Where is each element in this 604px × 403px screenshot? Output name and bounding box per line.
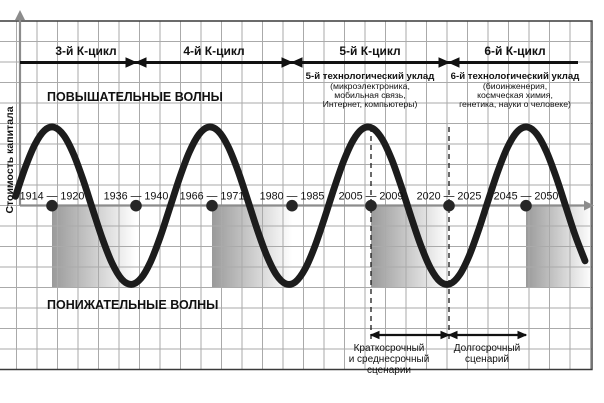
svg-text:2020 — 2025: 2020 — 2025 — [417, 191, 482, 203]
svg-text:ПОНИЖАТЕЛЬНЫЕ ВОЛНЫ: ПОНИЖАТЕЛЬНЫЕ ВОЛНЫ — [47, 298, 218, 312]
svg-text:сценарии: сценарии — [367, 365, 411, 376]
svg-text:ПОВЫШАТЕЛЬНЫЕ ВОЛНЫ: ПОВЫШАТЕЛЬНЫЕ ВОЛНЫ — [47, 90, 223, 104]
svg-text:3-й К-цикл: 3-й К-цикл — [55, 44, 116, 58]
svg-text:Краткосрочный: Краткосрочный — [354, 343, 425, 354]
svg-text:генетика, науки о человеке): генетика, науки о человеке) — [459, 99, 571, 109]
svg-text:Долгосрочный: Долгосрочный — [454, 343, 520, 354]
svg-text:1936 — 1940: 1936 — 1940 — [104, 191, 169, 203]
svg-text:Стоимость капитала: Стоимость капитала — [4, 106, 16, 213]
svg-text:Интернет, компьютеры): Интернет, компьютеры) — [323, 99, 418, 109]
svg-text:4-й К-цикл: 4-й К-цикл — [183, 44, 244, 58]
svg-text:1966 — 1971: 1966 — 1971 — [180, 191, 245, 203]
svg-text:5-й К-цикл: 5-й К-цикл — [339, 44, 400, 58]
svg-text:2045 — 2050: 2045 — 2050 — [494, 191, 559, 203]
svg-text:1980 — 1985: 1980 — 1985 — [260, 191, 325, 203]
svg-text:2005 — 2009: 2005 — 2009 — [339, 191, 404, 203]
svg-text:и среднесрочный: и среднесрочный — [349, 354, 430, 365]
svg-text:6-й К-цикл: 6-й К-цикл — [484, 44, 545, 58]
svg-text:сценарий: сценарий — [465, 354, 509, 365]
svg-text:1914 — 1920: 1914 — 1920 — [20, 191, 85, 203]
